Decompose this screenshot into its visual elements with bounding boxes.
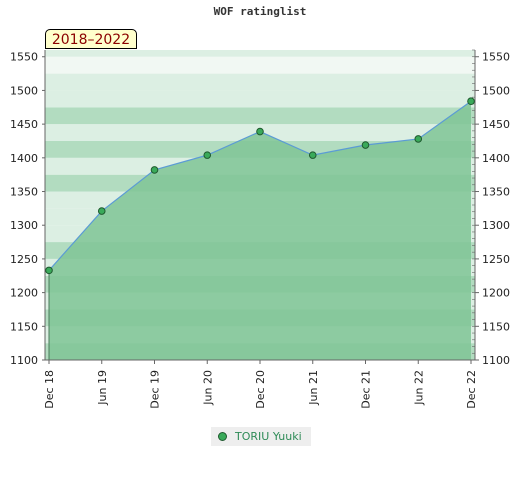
x-tick-label: Dec 21 — [360, 370, 373, 409]
y-tick-label-right: 1400 — [482, 152, 510, 165]
data-point — [467, 97, 475, 106]
legend-label: TORIU Yuuki — [235, 430, 302, 443]
y-tick-label-right: 1150 — [482, 320, 510, 333]
series-area — [49, 101, 471, 360]
y-tick-label-left: 1500 — [10, 84, 38, 97]
chart-title: WOF ratinglist — [213, 5, 307, 18]
y-tick-label-left: 1550 — [10, 51, 38, 64]
x-tick-label: Dec 18 — [43, 370, 56, 409]
x-tick-label: Jun 19 — [96, 370, 109, 406]
y-tick-label-left: 1400 — [10, 152, 38, 165]
grid-band — [45, 50, 475, 57]
y-tick-label-left: 1300 — [10, 219, 38, 232]
y-tick-label-right: 1350 — [482, 186, 510, 199]
y-tick-label-left: 1350 — [10, 186, 38, 199]
y-tick-label-right: 1250 — [482, 253, 510, 266]
data-point — [150, 166, 159, 174]
x-tick-label: Dec 19 — [149, 370, 162, 409]
legend-marker-icon — [218, 432, 227, 441]
y-tick-label-right: 1100 — [482, 354, 510, 367]
grid-band — [45, 90, 475, 108]
data-point — [361, 141, 370, 149]
y-tick-label-right: 1550 — [482, 51, 510, 64]
data-point — [97, 207, 106, 215]
y-tick-label-left: 1150 — [10, 320, 38, 333]
grid-band — [45, 73, 475, 91]
y-tick-label-left: 1450 — [10, 118, 38, 131]
y-tick-label-right: 1450 — [482, 118, 510, 131]
y-tick-label-left: 1100 — [10, 354, 38, 367]
x-tick-label: Jun 20 — [201, 370, 214, 406]
x-tick-label: Jun 21 — [307, 370, 320, 406]
y-tick-label-right: 1300 — [482, 219, 510, 232]
grid-band — [45, 107, 475, 125]
legend: TORIU Yuuki — [211, 427, 311, 446]
period-badge: 2018–2022 — [45, 29, 137, 49]
grid-band — [45, 56, 475, 74]
y-tick-label-right: 1500 — [482, 84, 510, 97]
y-tick-label-left: 1200 — [10, 287, 38, 300]
y-tick-label-right: 1200 — [482, 287, 510, 300]
data-point — [414, 135, 423, 143]
data-point — [45, 266, 53, 275]
x-tick-label: Dec 20 — [254, 370, 267, 409]
x-tick-label: Dec 22 — [465, 370, 478, 409]
y-tick-label-left: 1250 — [10, 253, 38, 266]
x-tick-label: Jun 22 — [412, 370, 425, 406]
data-point — [256, 127, 264, 136]
data-point — [203, 151, 212, 159]
data-point — [308, 151, 317, 159]
